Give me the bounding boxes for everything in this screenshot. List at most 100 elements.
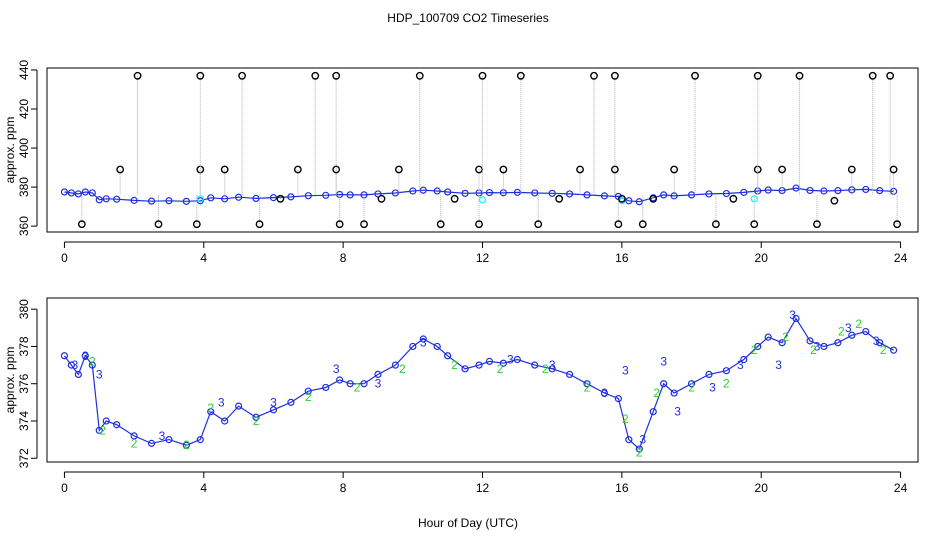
bottom-main-point xyxy=(207,408,215,416)
bottom-main-point xyxy=(269,406,278,414)
bottom-label3-point: 3 xyxy=(709,380,716,394)
bottom-main-point xyxy=(548,365,556,373)
top-y-tick-label: 360 xyxy=(17,216,31,236)
top-y-tick-label: 380 xyxy=(17,177,31,197)
bottom-label3-point: 3 xyxy=(873,334,880,348)
bottom-main-point xyxy=(182,441,190,449)
bottom-label3-point: 3 xyxy=(845,321,852,335)
bottom-x-tick-label: 20 xyxy=(755,481,769,495)
top-main-point xyxy=(409,187,417,195)
bottom-main-point xyxy=(113,421,121,429)
bottom-label2-point: 2 xyxy=(305,390,312,404)
top-spike-point xyxy=(450,194,459,203)
bottom-label3-point: 3 xyxy=(549,358,556,372)
bottom-main-point xyxy=(740,355,748,364)
bottom-label3-point: 3 xyxy=(72,358,79,372)
bottom-main-point xyxy=(130,432,138,440)
top-main-point xyxy=(182,197,190,205)
bottom-main-point xyxy=(102,417,110,425)
top-y-tick-label: 400 xyxy=(17,138,31,158)
top-alt-point xyxy=(750,195,758,203)
top-spike-point xyxy=(750,220,759,229)
top-spike-point xyxy=(691,71,699,80)
top-main-series-line xyxy=(64,187,894,203)
bottom-x-tick-label: 4 xyxy=(200,481,207,495)
top-alt-point xyxy=(196,195,204,203)
bottom-label2-point: 2 xyxy=(810,343,817,357)
page-title: HDP_100709 CO2 Timeseries xyxy=(387,11,548,25)
top-main-point xyxy=(304,192,312,200)
bottom-label3-point: 3 xyxy=(622,364,629,378)
top-spike-point xyxy=(847,165,856,174)
bottom-x-tick-label: 24 xyxy=(894,481,908,495)
bottom-label2-point: 2 xyxy=(855,317,862,331)
top-spike-point xyxy=(196,71,205,80)
bottom-main-point xyxy=(252,413,260,421)
top-spike-point xyxy=(886,71,895,80)
top-x-tick-label: 16 xyxy=(615,251,629,265)
bottom-main-point xyxy=(513,355,521,364)
bottom-label3-point: 3 xyxy=(507,353,514,367)
bottom-main-point xyxy=(322,383,330,392)
top-main-point xyxy=(88,189,96,197)
bottom-main-point xyxy=(625,436,633,444)
top-spike-point xyxy=(377,194,386,203)
top-spike-point xyxy=(276,194,285,203)
shared-x-axis-label: Hour of Day (UTC) xyxy=(418,516,518,530)
top-spike-point xyxy=(499,165,508,174)
top-main-point xyxy=(834,187,842,195)
bottom-main-point xyxy=(820,342,828,351)
top-main-point xyxy=(374,190,382,198)
bottom-main-point xyxy=(600,389,609,397)
bottom-label3-point: 3 xyxy=(660,354,667,368)
top-spike-point xyxy=(478,71,487,80)
top-main-point xyxy=(67,189,75,197)
bottom-label2-point: 2 xyxy=(880,343,887,357)
bottom-main-point xyxy=(360,380,368,388)
bottom-main-series-line xyxy=(63,317,894,451)
top-spike-point xyxy=(614,220,623,229)
bottom-label3-point: 3 xyxy=(674,405,681,419)
bottom-main-point xyxy=(346,380,354,388)
bottom-main-point xyxy=(649,408,657,416)
bottom-main-point xyxy=(287,398,295,406)
bottom-main-point xyxy=(444,352,452,360)
bottom-main-point xyxy=(88,361,96,369)
top-plot-frame xyxy=(46,67,919,233)
bottom-label2-point: 2 xyxy=(688,380,695,394)
bottom-label2-point: 2 xyxy=(636,446,643,460)
bottom-main-point xyxy=(419,335,427,343)
bottom-label3-point: 3 xyxy=(96,367,103,381)
bottom-label2-point: 2 xyxy=(451,358,458,372)
top-main-point xyxy=(130,196,138,204)
top-main-point xyxy=(705,190,713,198)
top-main-point xyxy=(583,191,591,199)
bottom-label2-point: 2 xyxy=(782,330,789,344)
top-spike-point xyxy=(868,71,877,80)
bottom-main-point xyxy=(792,314,800,323)
bottom-main-point xyxy=(764,333,772,341)
top-spike-point xyxy=(778,165,787,174)
bottom-main-point xyxy=(614,395,622,403)
top-spike-point xyxy=(255,220,264,229)
top-x-tick-label: 8 xyxy=(340,251,347,265)
top-main-point xyxy=(346,191,354,199)
bottom-label3-point: 3 xyxy=(814,339,821,353)
top-spike-point xyxy=(332,165,341,174)
top-spike-point xyxy=(436,220,445,229)
top-main-point xyxy=(433,187,441,195)
top-spike-point xyxy=(116,165,125,174)
bottom-label3-point: 3 xyxy=(270,395,277,409)
bottom-main-point xyxy=(635,445,643,453)
top-spike-point xyxy=(555,194,564,203)
bottom-main-point xyxy=(74,370,82,379)
top-spike-point xyxy=(610,165,619,174)
top-main-point xyxy=(252,194,260,203)
bottom-label3-point: 3 xyxy=(737,358,744,372)
bottom-main-point xyxy=(95,426,103,434)
top-spike-point xyxy=(649,194,658,203)
top-main-point xyxy=(81,188,89,196)
bottom-label3-point: 3 xyxy=(333,362,340,376)
top-main-point xyxy=(444,188,452,196)
